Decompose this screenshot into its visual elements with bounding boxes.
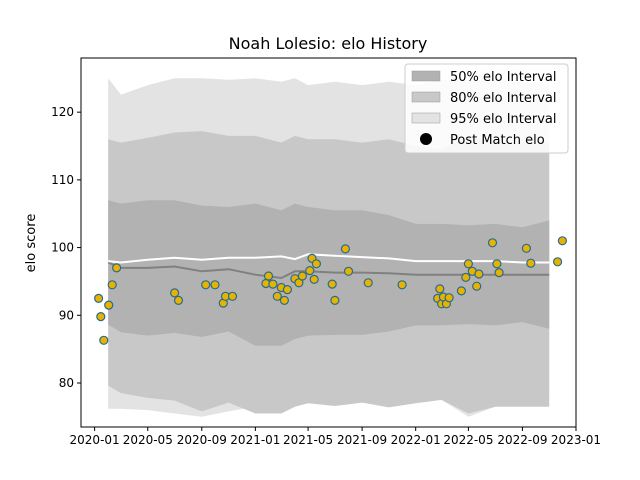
post-match-point xyxy=(111,263,122,273)
post-match-point xyxy=(99,335,109,345)
post-match-point xyxy=(305,266,315,276)
plot-area xyxy=(93,78,568,417)
y-tick-label: 120 xyxy=(51,105,74,119)
x-tick-label: 2020-09 xyxy=(177,433,227,447)
post-match-point xyxy=(461,272,471,282)
post-match-point xyxy=(227,291,238,301)
post-match-point xyxy=(279,295,289,305)
post-match-point xyxy=(263,271,274,281)
post-match-point xyxy=(435,284,445,294)
post-match-point xyxy=(526,258,536,268)
legend-swatch-50 xyxy=(411,70,441,82)
y-tick-label: 100 xyxy=(51,241,74,255)
chart-title: Noah Lolesio: elo History xyxy=(229,34,428,53)
post-match-point xyxy=(107,280,117,290)
post-match-point xyxy=(330,295,340,305)
x-tick-label: 2021-01 xyxy=(230,433,280,447)
y-tick-label: 90 xyxy=(59,308,74,322)
post-match-point xyxy=(456,286,466,296)
post-match-point xyxy=(309,274,319,284)
axes: 2020-01 2020-05 2020-09 2021-01 2021-05 2021-… xyxy=(51,57,601,447)
post-match-point xyxy=(311,259,321,269)
post-match-point xyxy=(104,300,114,310)
post-match-point xyxy=(494,268,504,278)
post-match-point xyxy=(552,257,563,267)
post-match-point xyxy=(557,236,568,246)
post-match-point xyxy=(340,244,350,254)
legend-label: 95% elo Interval xyxy=(450,112,557,127)
post-match-point xyxy=(487,238,498,248)
x-tick-label: 2021-09 xyxy=(337,433,387,447)
legend-label: 80% elo Interval xyxy=(450,91,557,106)
axes-frame xyxy=(80,57,577,428)
post-match-point xyxy=(444,293,454,303)
x-tick-label: 2022-01 xyxy=(391,433,441,447)
post-match-point xyxy=(472,281,482,291)
legend-label: 50% elo Interval xyxy=(450,70,557,85)
post-match-point xyxy=(210,280,220,290)
legend-label: Post Match elo xyxy=(450,133,545,148)
post-match-point xyxy=(474,269,484,279)
y-tick-label: 110 xyxy=(51,173,74,187)
x-tick-label: 2020-01 xyxy=(70,433,120,447)
legend-box xyxy=(404,63,569,154)
x-tick-label: 2020-05 xyxy=(123,433,173,447)
x-tick-label: 2021-05 xyxy=(283,433,333,447)
post-match-point xyxy=(343,266,354,276)
post-match-point xyxy=(363,278,373,288)
post-match-point xyxy=(297,271,307,281)
post-match-point xyxy=(272,291,282,301)
post-match-point xyxy=(282,285,292,295)
y-axis-label: elo score xyxy=(24,214,39,273)
legend-marker-post-match xyxy=(420,133,432,145)
x-tick-label: 2023-01 xyxy=(551,433,601,447)
legend-swatch-80 xyxy=(411,91,441,103)
post-match-point xyxy=(173,295,184,305)
x-tick-label: 2022-05 xyxy=(443,433,493,447)
x-tick-label: 2022-09 xyxy=(497,433,547,447)
legend-swatch-95 xyxy=(411,112,441,124)
post-match-point xyxy=(327,279,337,289)
legend: 50% elo Interval 80% elo Interval 95% elo … xyxy=(404,63,569,154)
post-match-point xyxy=(397,280,407,290)
post-match-point xyxy=(463,259,473,269)
post-match-point xyxy=(201,280,211,290)
post-match-point xyxy=(521,243,532,253)
post-match-point xyxy=(96,312,106,322)
post-match-point xyxy=(492,259,502,269)
post-match-point xyxy=(170,288,180,298)
y-tick-label: 80 xyxy=(59,376,74,390)
post-match-point xyxy=(268,279,278,289)
post-match-point xyxy=(93,293,104,303)
